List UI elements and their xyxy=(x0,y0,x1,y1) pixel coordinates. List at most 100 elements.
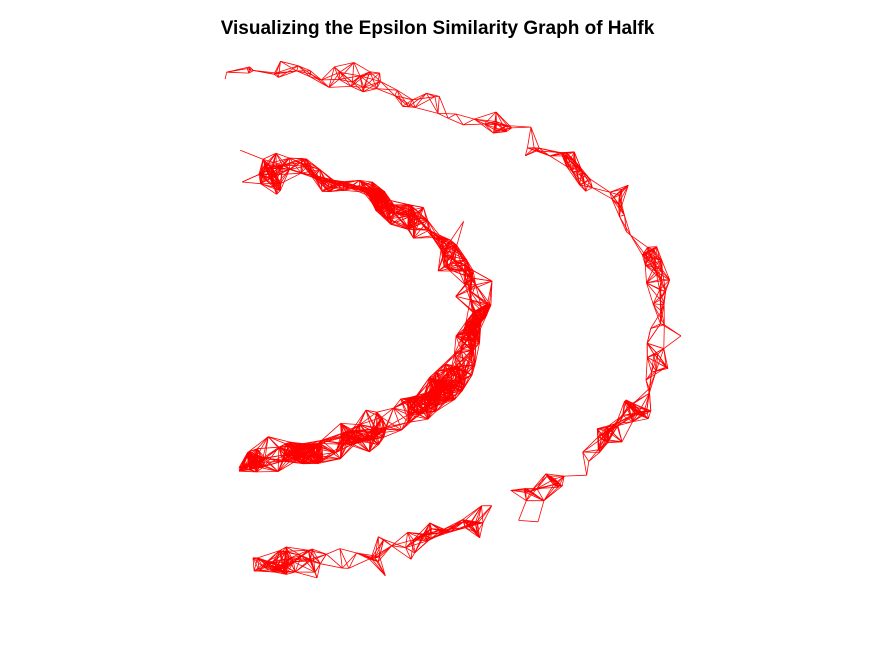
inner-arc-edge xyxy=(305,440,322,445)
inner-arc-edge xyxy=(295,460,304,465)
outer-arc-edge xyxy=(316,563,321,578)
outer-arc-edge xyxy=(601,438,608,444)
inner-arc-edge xyxy=(262,158,283,166)
outer-arc-edge xyxy=(286,571,296,575)
inner-arc-edge xyxy=(430,381,440,397)
outer-arc-edge xyxy=(426,92,436,98)
outer-arc-edge xyxy=(615,401,625,424)
inner-arc-edge xyxy=(349,187,372,193)
inner-arc-edge xyxy=(438,367,452,382)
inner-arc-edge xyxy=(407,220,420,230)
inner-arc-edge xyxy=(428,229,442,250)
outer-arc-edge xyxy=(309,553,327,562)
inner-arc-edge xyxy=(470,268,493,282)
outer-arc-edge xyxy=(536,150,550,157)
inner-arc-edge xyxy=(473,325,480,343)
outer-arc-edge xyxy=(581,170,593,188)
inner-arc-edge xyxy=(465,264,471,270)
inner-arc-edge xyxy=(388,209,408,227)
outer-arc-edge xyxy=(321,78,340,81)
inner-arc-edge xyxy=(473,304,492,313)
inner-arc-edge xyxy=(388,204,395,210)
outer-arc-edge xyxy=(279,550,286,552)
inner-arc-edge xyxy=(359,416,382,425)
inner-arc-edge xyxy=(294,454,317,458)
outer-arc-edge xyxy=(650,310,662,329)
inner-arc-edge xyxy=(359,424,377,430)
inner-arc-edge xyxy=(293,451,317,456)
outer-arc-edge xyxy=(259,570,275,573)
outer-arc-edge xyxy=(262,550,280,568)
inner-arc-edge xyxy=(376,189,382,205)
outer-arc-edge xyxy=(280,60,297,72)
inner-arc-edge xyxy=(440,237,448,246)
inner-arc-edge xyxy=(351,430,359,442)
inner-arc-edge xyxy=(301,169,320,174)
inner-arc-edge xyxy=(454,350,474,355)
inner-arc-edge xyxy=(407,398,415,401)
inner-arc-edge xyxy=(463,270,476,286)
inner-arc-edge xyxy=(369,428,377,437)
outer-arc-edge xyxy=(481,505,484,523)
outer-arc-edge xyxy=(645,357,648,381)
inner-arc-edge xyxy=(247,452,257,473)
outer-arc-edge xyxy=(301,555,316,573)
inner-arc-edge xyxy=(277,457,295,472)
outer-arc-edge xyxy=(374,536,379,559)
outer-arc-edge xyxy=(581,171,585,184)
outer-arc-edge xyxy=(571,171,580,185)
outer-arc-edge xyxy=(257,557,264,568)
outer-arc-edge xyxy=(536,488,545,501)
outer-arc-edge xyxy=(647,353,655,358)
inner-arc-edge xyxy=(469,311,475,333)
outer-arc-edge xyxy=(609,192,613,199)
outer-arc-edge xyxy=(308,550,321,564)
inner-arc-edge xyxy=(376,407,394,413)
outer-arc-edge xyxy=(226,68,248,73)
outer-arc-edge xyxy=(647,410,652,419)
outer-arc-edge xyxy=(437,113,449,119)
outer-arc-edge xyxy=(296,70,311,75)
inner-arc-edge xyxy=(384,191,390,210)
outer-arc-edge xyxy=(646,271,657,284)
inner-arc-edge xyxy=(264,157,290,165)
inner-arc-edge xyxy=(357,424,361,441)
inner-arc-edge xyxy=(433,390,455,400)
outer-arc-edge xyxy=(422,528,432,536)
inner-arc-edge xyxy=(465,299,471,322)
outer-arc-edge xyxy=(543,483,558,501)
inner-arc-edge xyxy=(329,182,343,188)
inner-arc-edge xyxy=(289,165,308,170)
inner-arc-edge xyxy=(464,371,473,376)
outer-arc-edge xyxy=(380,81,396,96)
inner-arc-edge xyxy=(256,448,265,467)
outer-arc-edge xyxy=(405,532,408,548)
outer-arc-edge xyxy=(328,86,352,88)
inner-arc-edge xyxy=(310,169,321,176)
outer-arc-edge xyxy=(510,488,525,491)
inner-arc-edge xyxy=(375,192,390,210)
inner-arc-edge xyxy=(467,322,478,340)
inner-arc-edge xyxy=(393,205,408,227)
outer-arc-edge xyxy=(328,72,341,88)
outer-arc-edge xyxy=(653,354,657,372)
outer-arc-edge xyxy=(624,401,633,422)
inner-arc-edge xyxy=(456,245,467,266)
inner-arc-edge xyxy=(365,410,373,432)
outer-arc-edge xyxy=(617,415,624,426)
inner-arc-edge xyxy=(469,290,482,308)
outer-arc-edge xyxy=(463,118,475,126)
inner-arc-edge xyxy=(455,350,474,367)
inner-arc-edge xyxy=(407,214,415,230)
inner-arc-edge xyxy=(445,363,465,372)
inner-arc-edge xyxy=(473,311,478,323)
inner-arc-edge xyxy=(365,410,377,429)
outer-arc-edge xyxy=(596,428,602,440)
inner-arc-edge xyxy=(260,159,264,184)
inner-arc-edge xyxy=(408,414,429,420)
inner-arc-edge xyxy=(454,261,466,285)
inner-arc-edge xyxy=(443,260,456,267)
outer-arc-edge xyxy=(648,252,663,262)
inner-arc-edge xyxy=(258,159,264,175)
